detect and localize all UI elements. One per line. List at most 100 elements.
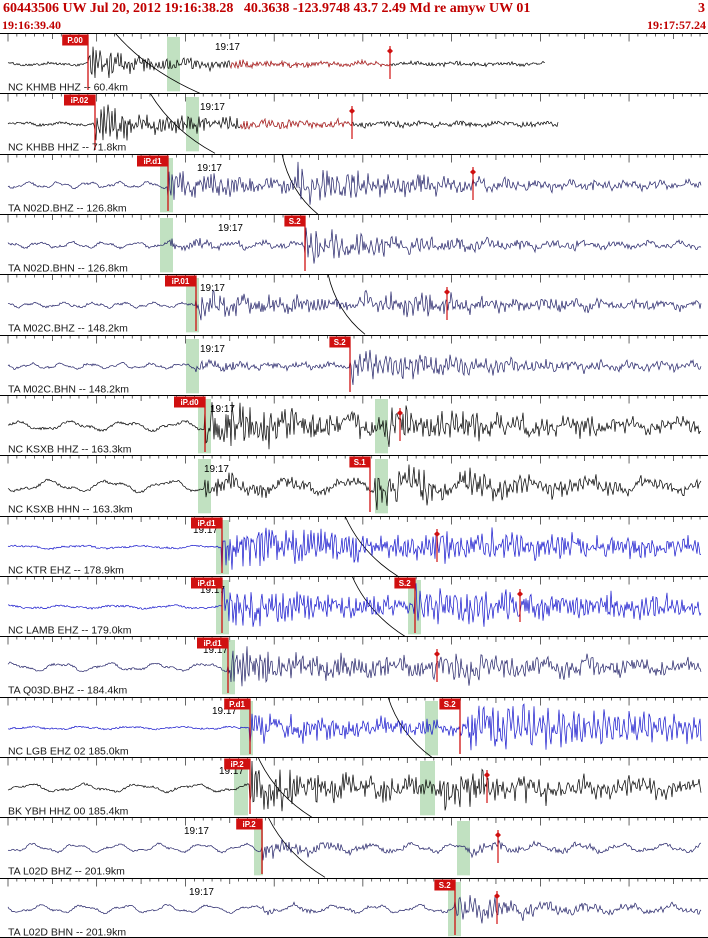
pick-label-box[interactable]	[439, 698, 460, 710]
trace-panel[interactable]: 19:17 S.1 NC KSXB HHN -- 163.3km	[0, 455, 708, 516]
pick-label-box[interactable]	[329, 336, 350, 348]
phase-window-band[interactable]	[375, 459, 388, 514]
amplitude-marker[interactable]	[387, 45, 393, 79]
trace-panel[interactable]: 19:17 iP.2 BK YBH HHZ 00 185.4km	[0, 756, 708, 818]
pick-label-box[interactable]	[137, 155, 168, 167]
trace-canvas[interactable]: 19:17 iP.01 TA M02C.BHZ -- 148.2km	[0, 274, 708, 335]
trace-canvas[interactable]: 19:17 iP.d0 NC KSXB HHZ -- 163.3km	[0, 395, 708, 455]
pick-label-box[interactable]	[224, 758, 250, 770]
waveform[interactable]	[7, 401, 702, 450]
phase-pick[interactable]: P.00	[62, 34, 89, 90]
trace-canvas[interactable]: 19:17 P.00 NC KHMB HHZ -- 60.4km	[0, 33, 708, 94]
waveform[interactable]	[7, 646, 702, 687]
amplitude-marker[interactable]	[434, 528, 440, 562]
waveform[interactable]	[7, 161, 702, 205]
phase-window-band[interactable]	[457, 821, 470, 876]
phase-window-band[interactable]	[186, 338, 199, 393]
phase-window-band[interactable]	[160, 157, 173, 212]
phase-window-band[interactable]	[425, 700, 438, 755]
pick-label-box[interactable]	[236, 818, 262, 830]
trace-canvas[interactable]: 19:17 iP.02 NC KHBB HHZ -- 71.8km	[0, 93, 708, 154]
phase-pick[interactable]: S.2	[394, 577, 416, 633]
trace-panel[interactable]: 19:17 iP.d1 S.2 NC LAMB EHZ -- 179.0km	[0, 575, 708, 637]
trace-panel[interactable]: 19:17 iP.d1 TA N02D.BHZ -- 126.8km	[0, 153, 708, 214]
station-label: TA L02D BHN -- 201.9km	[8, 927, 126, 938]
waveform[interactable]	[7, 894, 702, 924]
phase-pick[interactable]: iP.d1	[137, 155, 169, 211]
phase-window-band[interactable]	[160, 217, 173, 273]
waveform[interactable]	[7, 464, 702, 511]
pick-label-box[interactable]	[62, 34, 88, 46]
pick-label-box[interactable]	[434, 879, 455, 891]
trace-panel[interactable]: 19:17 P.d1 S.2 NC LGB EHZ 02 185.0km	[0, 696, 708, 757]
trace-canvas[interactable]: 19:17 S.1 NC KSXB HHN -- 163.3km	[0, 455, 708, 516]
phase-pick[interactable]: iP.02	[64, 94, 96, 151]
trace-canvas[interactable]: 19:17 iP.d1 TA N02D.BHZ -- 126.8km	[0, 153, 708, 214]
pick-label-box[interactable]	[284, 215, 305, 227]
trace-panel[interactable]: 19:17 iP.2 TA L02D BHZ -- 201.9km	[0, 817, 708, 878]
pick-label-box[interactable]	[394, 577, 415, 589]
amplitude-marker[interactable]	[495, 830, 501, 864]
phase-pick[interactable]: S.2	[329, 336, 351, 392]
waveform[interactable]	[7, 839, 702, 861]
trace-panel[interactable]: 19:17 iP.01 TA M02C.BHZ -- 148.2km	[0, 274, 708, 335]
phase-pick[interactable]: iP.2	[236, 818, 263, 875]
pick-label-box[interactable]	[64, 94, 95, 106]
trace-canvas[interactable]: 19:17 S.2 TA M02C.BHN -- 148.2km	[0, 334, 708, 395]
trace-panel[interactable]: 19:17 iP.d1 NC KTR EHZ -- 178.9km	[0, 515, 708, 576]
phase-pick[interactable]: S.2	[284, 215, 306, 271]
trace-panel[interactable]: 19:17 iP.d0 NC KSXB HHZ -- 163.3km	[0, 395, 708, 455]
phase-window-band[interactable]	[234, 760, 248, 816]
phase-pick[interactable]: iP.d1	[191, 577, 223, 633]
pick-label-box[interactable]	[224, 698, 250, 710]
pick-label-box[interactable]	[165, 275, 196, 287]
amplitude-marker[interactable]	[349, 106, 355, 140]
pick-label-box[interactable]	[191, 517, 222, 529]
phase-window-band[interactable]	[420, 760, 435, 816]
phase-window-band[interactable]	[254, 821, 263, 876]
pick-label-box[interactable]	[197, 637, 228, 649]
trace-panel[interactable]: 19:17 S.2 TA M02C.BHN -- 148.2km	[0, 334, 708, 395]
phase-pick[interactable]: S.1	[349, 456, 371, 513]
phase-pick[interactable]: iP.d0	[174, 396, 206, 452]
amplitude-marker[interactable]	[434, 649, 440, 683]
trace-panel[interactable]: 19:17 iP.d1 TA Q03D.BHZ -- 184.4km	[0, 636, 708, 697]
trace-canvas[interactable]: 19:17 S.2 TA L02D BHN -- 201.9km	[0, 877, 708, 938]
phase-pick[interactable]: S.2	[434, 879, 456, 935]
trace-panel[interactable]: 19:17 P.00 NC KHMB HHZ -- 60.4km	[0, 33, 708, 94]
phase-pick[interactable]: iP.d1	[197, 637, 229, 694]
waveform[interactable]	[7, 760, 702, 812]
amplitude-marker[interactable]	[517, 588, 523, 622]
pick-label-box[interactable]	[191, 577, 222, 589]
phase-pick[interactable]: S.2	[439, 698, 461, 754]
waveform[interactable]	[7, 583, 702, 627]
station-label: NC KSXB HHZ -- 163.3km	[8, 444, 132, 455]
waveform[interactable]	[7, 702, 702, 750]
phase-pick[interactable]: iP.2	[224, 758, 251, 814]
trace-panel[interactable]: 19:17 S.2 TA N02D.BHN -- 126.8km	[0, 214, 708, 274]
trace-panel[interactable]: 19:17 S.2 TA L02D BHN -- 201.9km	[0, 877, 708, 938]
trace-canvas[interactable]: 19:17 iP.2 TA L02D BHZ -- 201.9km	[0, 817, 708, 878]
amplitude-marker[interactable]	[444, 287, 450, 321]
waveform[interactable]	[7, 227, 702, 264]
trace-panel[interactable]: 19:17 iP.02 NC KHBB HHZ -- 71.8km	[0, 93, 708, 154]
amplitude-marker[interactable]	[494, 890, 500, 924]
waveform[interactable]	[7, 526, 701, 573]
amplitude-marker[interactable]	[470, 166, 476, 200]
trace-canvas[interactable]: 19:17 S.2 TA N02D.BHN -- 126.8km	[0, 214, 708, 274]
pick-label-box[interactable]	[174, 396, 205, 408]
trace-canvas[interactable]: 19:17P.d1 S.2 NC LGB EHZ 02 185.0km	[0, 696, 708, 757]
phase-pick[interactable]: iP.d1	[191, 517, 223, 573]
waveform[interactable]	[7, 349, 702, 385]
phase-pick[interactable]: P.d1	[224, 698, 251, 754]
pick-label-box[interactable]	[349, 456, 370, 468]
phase-pick[interactable]: iP.01	[165, 275, 197, 332]
amplitude-marker[interactable]	[484, 769, 490, 803]
phase-window-band[interactable]	[167, 36, 180, 92]
amplitude-marker[interactable]	[397, 407, 403, 441]
waveform[interactable]	[7, 289, 702, 321]
